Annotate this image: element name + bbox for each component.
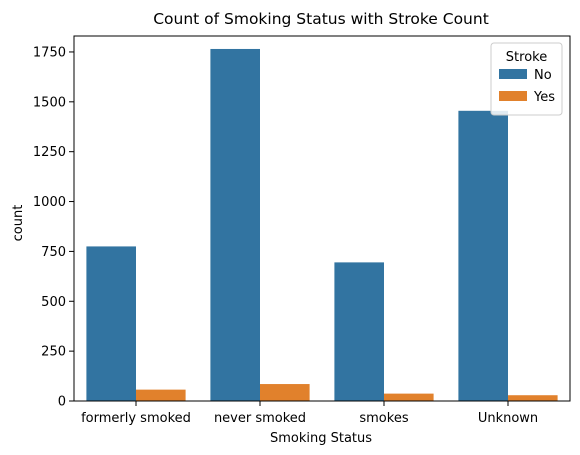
y-tick-label: 1500 bbox=[33, 95, 66, 110]
x-tick-label: Unknown bbox=[478, 411, 538, 426]
x-tick-label: smokes bbox=[359, 411, 408, 426]
y-tick-label: 500 bbox=[41, 295, 66, 310]
legend-label-no: No bbox=[534, 68, 552, 83]
y-axis-label: count bbox=[11, 205, 26, 242]
y-tick-label: 1750 bbox=[33, 45, 66, 60]
plot-area: formerly smoked never smoked smokes Unknown… bbox=[33, 35, 571, 426]
legend: Stroke No Yes bbox=[490, 42, 563, 116]
bar-no-formerly-smoked bbox=[86, 246, 136, 401]
legend-swatch-no bbox=[499, 69, 527, 79]
x-axis-label: Smoking Status bbox=[270, 431, 372, 446]
bar-no-never-smoked bbox=[210, 48, 260, 402]
bar-yes-formerly-smoked bbox=[136, 389, 186, 401]
plot-frame bbox=[73, 35, 571, 402]
legend-swatch-yes bbox=[499, 91, 527, 101]
chart-title: Count of Smoking Status with Stroke Coun… bbox=[153, 10, 489, 28]
x-tick-label: never smoked bbox=[214, 411, 306, 426]
bar-yes-smokes bbox=[384, 393, 434, 401]
y-tick-label: 1000 bbox=[33, 195, 66, 210]
bar-no-unknown bbox=[458, 110, 508, 402]
x-tick-label: formerly smoked bbox=[81, 411, 191, 426]
y-tick-label: 0 bbox=[58, 395, 66, 410]
y-tick-label: 1250 bbox=[33, 145, 66, 160]
bar-yes-never-smoked bbox=[260, 384, 310, 401]
y-tick-label: 750 bbox=[41, 245, 66, 260]
bar-yes-unknown bbox=[508, 395, 558, 401]
y-tick-label: 250 bbox=[41, 345, 66, 360]
bar-no-smokes bbox=[334, 262, 384, 401]
legend-label-yes: Yes bbox=[533, 90, 555, 105]
legend-title: Stroke bbox=[506, 50, 547, 65]
